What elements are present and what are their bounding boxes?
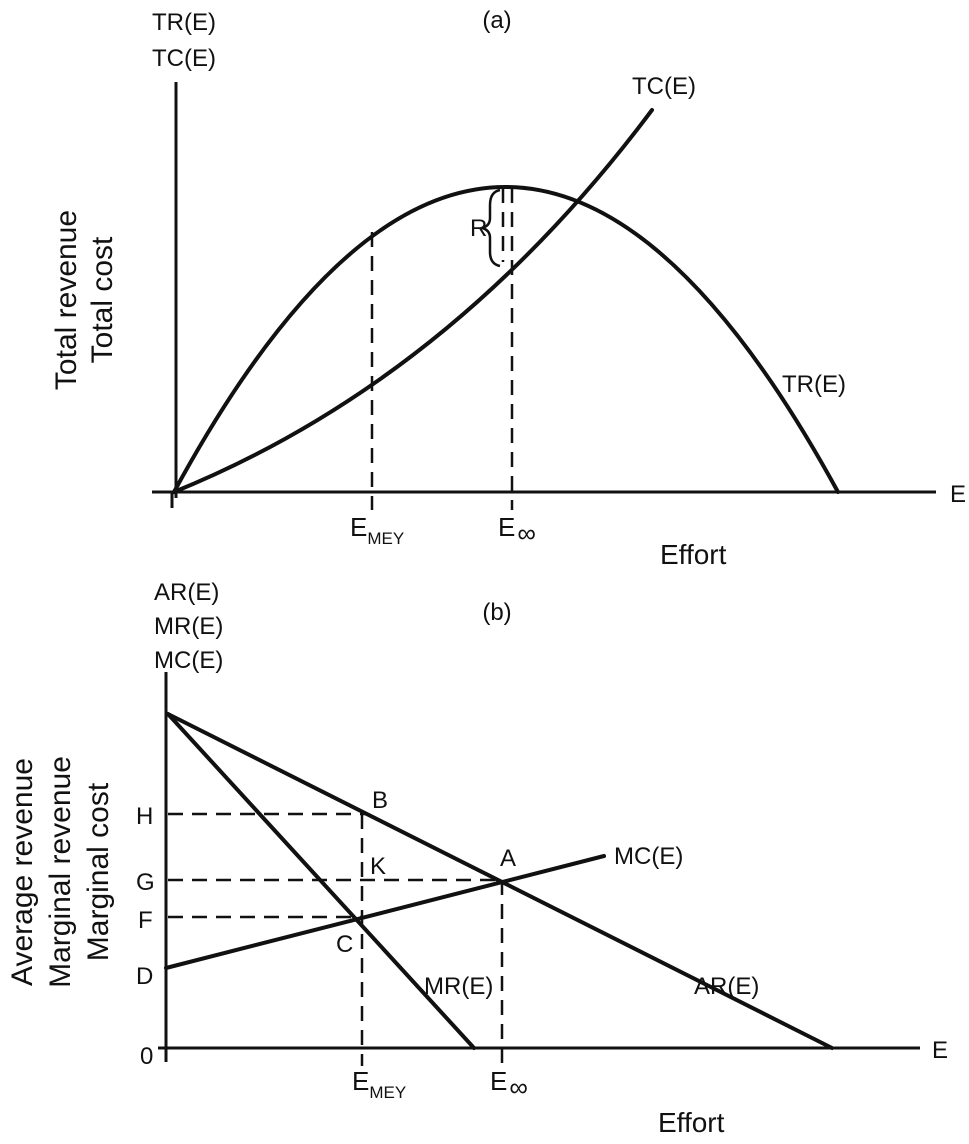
level-g-label: G (136, 869, 155, 896)
tc-curve (172, 108, 654, 494)
mc-line (164, 854, 606, 970)
r-label: R (470, 215, 487, 242)
mr-line-label: MR(E) (424, 973, 493, 1000)
tc-curve-label: TC(E) (632, 73, 696, 100)
origin-label-b: 0 (140, 1043, 153, 1070)
mc-line-label: MC(E) (614, 843, 683, 870)
panel-b-label: (b) (482, 599, 511, 626)
y-axis-b-title-line3: Marginal cost (82, 782, 115, 961)
e-inf-main-a: E (498, 512, 515, 542)
tr-curve-label: TR(E) (782, 371, 846, 398)
tr-curve (172, 185, 840, 494)
level-f-label: F (138, 907, 153, 934)
e-mey-sub-a: MEY (367, 529, 404, 548)
e-mey-main-b: E (352, 1066, 369, 1096)
y-axis-b-title-line1: Average revenue (6, 758, 39, 986)
x-axis-a-title: Effort (660, 539, 727, 570)
e-mey-main-a: E (350, 512, 367, 542)
e-inf-label-b: E∞ (490, 1066, 528, 1102)
e-inf-main-b: E (490, 1066, 507, 1096)
y-axis-a-title-line1: Total revenue (50, 210, 83, 390)
e-inf-sub-a: ∞ (517, 518, 536, 548)
panel-a: (a) TR(E) TC(E) Total revenue Total cost… (50, 7, 966, 570)
y-axis-b-tick-mr: MR(E) (154, 613, 223, 640)
y-axis-a-title-line2: Total cost (86, 236, 119, 363)
y-axis-b-tick-mc: MC(E) (154, 647, 223, 674)
point-k-label: K (370, 853, 386, 880)
r-brace (481, 188, 501, 268)
y-axis-a-tick-tr: TR(E) (152, 9, 216, 36)
x-axis-b-end-label: E (932, 1037, 948, 1064)
x-axis-a-end-label: E (950, 481, 966, 508)
x-axis-b-title: Effort (658, 1107, 725, 1138)
level-d-label: D (136, 963, 153, 990)
panel-b: (b) AR(E) MR(E) MC(E) Average revenue Ma… (6, 579, 948, 1138)
point-a-label: A (500, 845, 516, 872)
point-b-label: B (372, 787, 388, 814)
point-c-label: C (336, 931, 353, 958)
ar-line-label: AR(E) (694, 973, 759, 1000)
y-axis-a-tick-tc: TC(E) (152, 45, 216, 72)
e-mey-label-a: EMEY (350, 512, 404, 548)
e-mey-label-b: EMEY (352, 1066, 406, 1102)
y-axis-b-title-line2: Marginal revenue (44, 756, 77, 988)
y-axis-b-tick-ar: AR(E) (154, 579, 219, 606)
e-inf-label-a: E∞ (498, 512, 536, 548)
e-mey-sub-b: MEY (369, 1083, 406, 1102)
e-inf-sub-b: ∞ (509, 1072, 528, 1102)
level-h-label: H (136, 803, 153, 830)
panel-a-label: (a) (482, 7, 511, 34)
